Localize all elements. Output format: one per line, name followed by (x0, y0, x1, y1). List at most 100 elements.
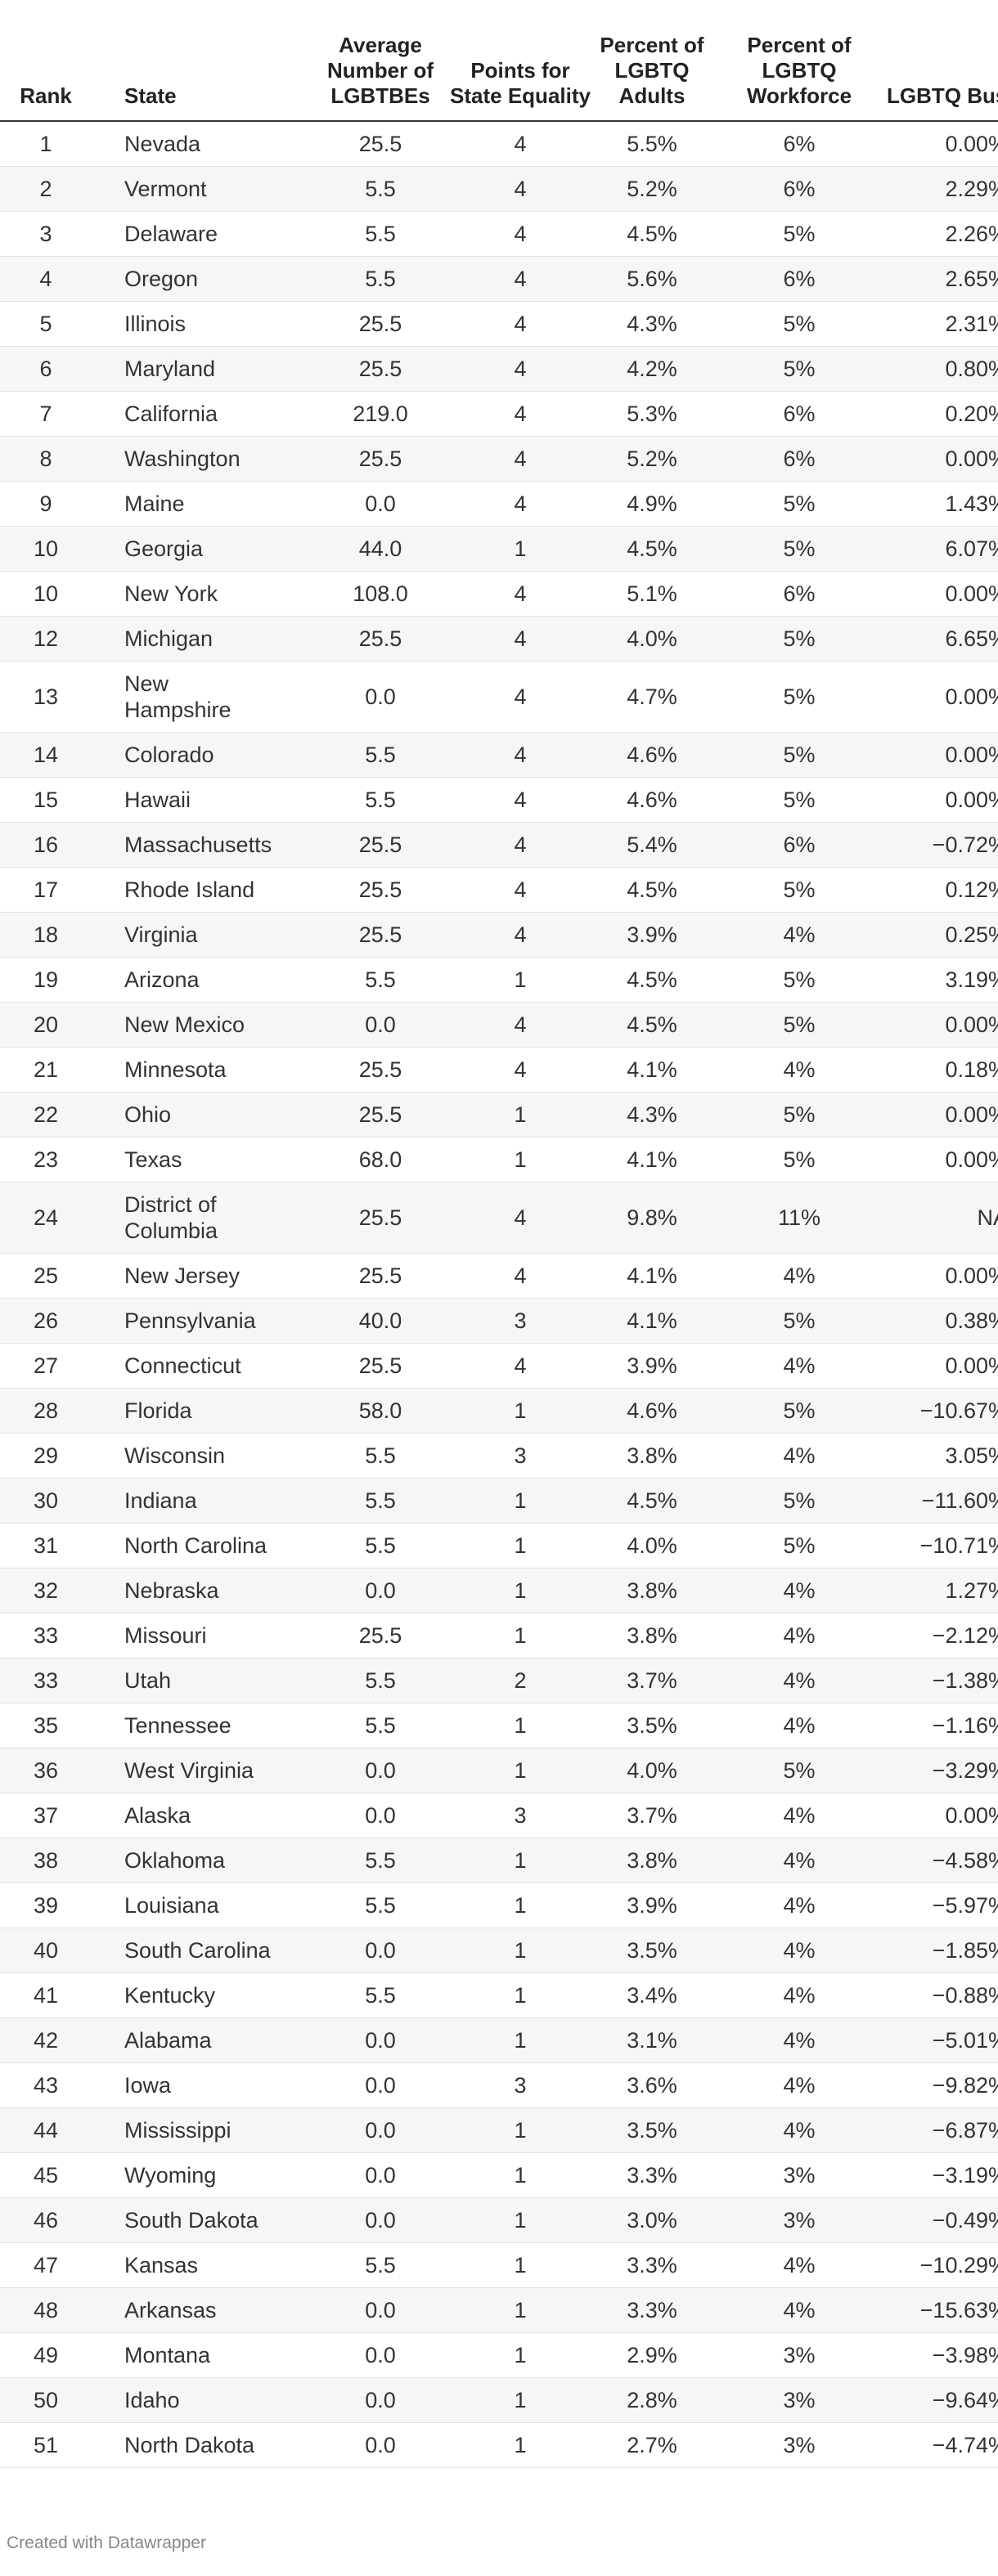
table-cell: 24 (0, 1182, 92, 1254)
state-name: Utah (124, 1668, 172, 1693)
table-cell: 1 (448, 1703, 592, 1748)
table-cell: −6.87% (887, 2107, 998, 2153)
table-cell: Connecticut (92, 1343, 312, 1389)
table-cell: 6% (712, 166, 887, 212)
table-cell: 30 (0, 1478, 92, 1524)
table-cell: 219.0 (312, 391, 448, 437)
table-cell: 0.00% (887, 1092, 998, 1138)
table-cell: 4 (0, 256, 92, 302)
table-cell: 5% (712, 1523, 887, 1568)
table-cell: 0.25% (887, 912, 998, 958)
table-cell: 0.0 (312, 481, 448, 527)
table-cell: 2.8% (592, 2377, 712, 2423)
state-name: West Virginia (124, 1758, 254, 1783)
table-cell: 40 (0, 1928, 92, 1973)
table-cell: 2.65% (887, 256, 998, 302)
table-cell: 0.0 (312, 2422, 448, 2468)
table-cell: 4.0% (592, 1523, 712, 1568)
table-cell: 22 (0, 1092, 92, 1138)
table-cell: 0.0 (312, 1002, 448, 1048)
table-cell: 1 (448, 957, 592, 1003)
state-name: South Dakota (124, 2208, 258, 2233)
table-cell: 5.5% (592, 121, 712, 167)
table-cell: 0.0 (312, 1793, 448, 1838)
table-cell: 3 (448, 1433, 592, 1479)
table-cell: West Virginia (92, 1748, 312, 1793)
table-row: 37 Alaska 0.033.7%4%0.00% (0, 1793, 998, 1838)
table-cell: Nevada (92, 121, 312, 167)
state-name: South Carolina (124, 1938, 271, 1963)
table-cell: 3.9% (592, 912, 712, 958)
table-cell: 5% (712, 1137, 887, 1183)
header-row: Rank State Average Number of LGBTBEs Points… (0, 33, 998, 122)
table-cell: 0.0 (312, 661, 448, 733)
table-cell: 43 (0, 2062, 92, 2108)
table-row: 44 Mississippi 0.013.5%4%−6.87% (0, 2107, 998, 2153)
table-cell: Maryland (92, 346, 312, 392)
table-cell: 6% (712, 436, 887, 482)
table-row: 45 Wyoming 0.013.3%3%−3.19% (0, 2152, 998, 2198)
table-cell: Alabama (92, 2017, 312, 2063)
table-cell: New York (92, 571, 312, 617)
table-cell: 4 (448, 1182, 592, 1254)
table-cell: 42 (0, 2017, 92, 2063)
table-cell: 4 (448, 391, 592, 437)
table-row: 35 Tennessee 5.513.5%4%−1.16% (0, 1703, 998, 1748)
table-cell: −10.29% (887, 2242, 998, 2288)
table-cell: Colorado (92, 732, 312, 778)
state-name: Iowa (124, 2073, 172, 2098)
table-cell: 6.07% (887, 526, 998, 572)
table-cell: 44 (0, 2107, 92, 2153)
table-cell: 5.2% (592, 166, 712, 212)
table-cell: 4 (448, 301, 592, 347)
table-cell: 5.5 (312, 777, 448, 823)
table-cell: 3.8% (592, 1838, 712, 1883)
table-cell: Arkansas (92, 2287, 312, 2333)
table-cell: 6% (712, 256, 887, 302)
table-cell: 6.65% (887, 616, 998, 662)
table-cell: 1 (448, 2107, 592, 2153)
table-cell: 0.00% (887, 1002, 998, 1048)
table-cell: 4.2% (592, 346, 712, 392)
table-cell: 25.5 (312, 822, 448, 868)
table-cell: −5.01% (887, 2017, 998, 2063)
table-cell: 4 (448, 256, 592, 302)
table-cell: South Dakota (92, 2197, 312, 2243)
table-cell: 25.5 (312, 616, 448, 662)
table-cell: 25.5 (312, 301, 448, 347)
table-cell: 49 (0, 2332, 92, 2378)
table-cell: 5.5 (312, 1433, 448, 1479)
table-cell: 26 (0, 1298, 92, 1344)
state-name: Nevada (124, 132, 201, 156)
table-cell: 32 (0, 1568, 92, 1613)
table-cell: Massachusetts (92, 822, 312, 868)
footer: Created with Datawrapper (7, 2533, 206, 2552)
table-cell: 0.00% (887, 1253, 998, 1299)
table-cell: 5% (712, 1748, 887, 1793)
table-cell: 0.00% (887, 436, 998, 482)
table-cell: 1 (448, 1092, 592, 1138)
state-name: Kentucky (124, 1983, 216, 2008)
table-cell: 4.3% (592, 1092, 712, 1138)
table-cell: 4% (712, 2287, 887, 2333)
table-row: 18 Virginia 25.543.9%4%0.25% (0, 912, 998, 958)
table-cell: Hawaii (92, 777, 312, 823)
table-cell: 0.0 (312, 1748, 448, 1793)
table-cell: 4% (712, 1838, 887, 1883)
table-row: 46 South Dakota 0.013.0%3%−0.49% (0, 2197, 998, 2243)
table-cell: 5.5 (312, 1703, 448, 1748)
table-cell: 1.27% (887, 1568, 998, 1613)
table-cell: Kentucky (92, 1972, 312, 2018)
table-row: 33 Utah 5.523.7%4%−1.38% (0, 1658, 998, 1703)
state-name: Alaska (124, 1803, 191, 1828)
state-name: Massachusetts (124, 832, 272, 857)
table-row: 26 Pennsylvania 40.034.1%5%0.38% (0, 1298, 998, 1344)
table-cell: Idaho (92, 2377, 312, 2423)
table-cell: 3.19% (887, 957, 998, 1003)
table-cell: Oregon (92, 256, 312, 302)
table-cell: 50 (0, 2377, 92, 2423)
table-cell: 68.0 (312, 1137, 448, 1183)
table-cell: −0.49% (887, 2197, 998, 2243)
table-cell: South Carolina (92, 1928, 312, 1973)
